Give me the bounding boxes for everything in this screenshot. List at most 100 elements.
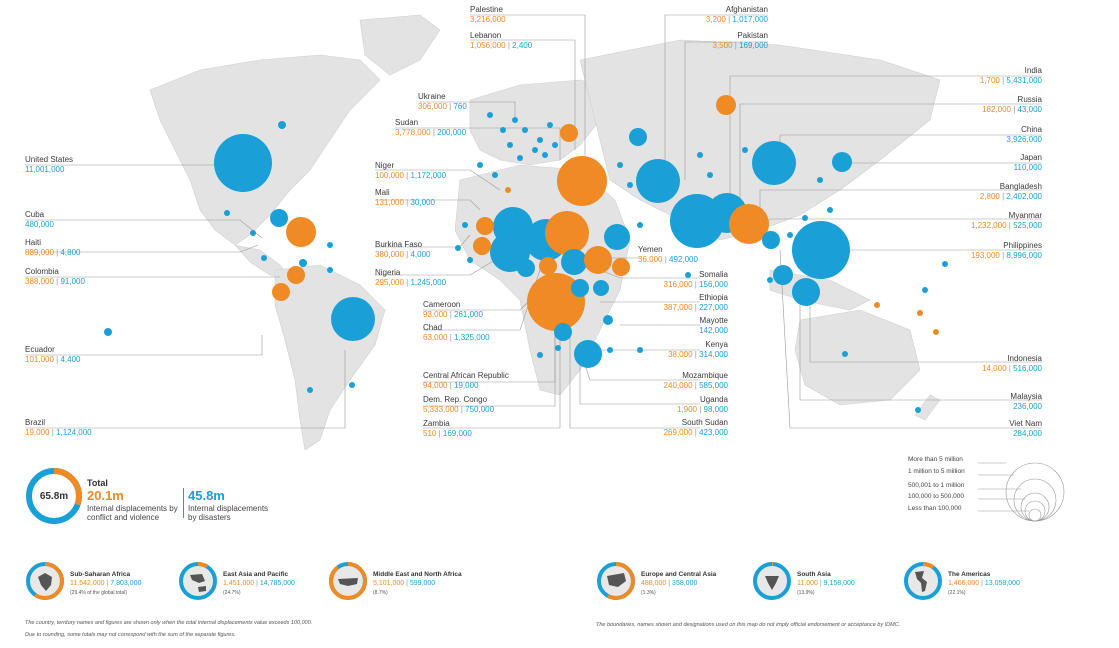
label-india: India 1,700 | 5,431,000 bbox=[979, 66, 1042, 85]
label-uganda: Uganda 1,900 | 98,000 bbox=[676, 395, 728, 414]
label-zambia: Zambia 510 | 169,000 bbox=[423, 419, 472, 438]
vietnam-circle bbox=[762, 231, 780, 249]
label-ethiopia: Ethiopia 387,000 | 227,000 bbox=[663, 293, 728, 312]
region-americas: The Americas 1,466,000 | 13,058,000 (22.… bbox=[903, 561, 1073, 605]
legend-item: 1 million to 5 million bbox=[908, 468, 965, 475]
region-donut bbox=[26, 562, 64, 600]
label-cameroon: Cameroon 93,000 | 261,000 bbox=[423, 300, 483, 319]
burkina-circle bbox=[473, 237, 491, 255]
label-indonesia: Indonesia 14,000 | 516,000 bbox=[982, 354, 1042, 373]
legend-item: 100,000 to 500,000 bbox=[908, 493, 965, 500]
label-southsudan: South Sudan 269,000 | 423,000 bbox=[663, 418, 728, 437]
region-share: (24.7%) bbox=[223, 590, 241, 596]
kenya-circle bbox=[593, 280, 609, 296]
region-donut bbox=[753, 562, 791, 600]
region-share: (22.1%) bbox=[948, 590, 966, 596]
region-share: (13.9%) bbox=[797, 590, 815, 596]
label-lebanon: Lebanon 1,056,000 | 2,400 bbox=[470, 31, 533, 50]
se-asia-land bbox=[769, 269, 871, 311]
total-donut-chart bbox=[26, 468, 82, 524]
label-myanmar: Myanmar 1,232,000 | 525,000 bbox=[970, 211, 1042, 230]
region-mena: Middle East and North Africa 5,101,000 |… bbox=[328, 561, 498, 605]
zambia-circle bbox=[554, 323, 572, 341]
region-donut bbox=[904, 562, 942, 600]
label-haiti: Haiti 889,000 | 4,800 bbox=[25, 238, 81, 257]
conflict-total: 20.1m bbox=[87, 488, 124, 503]
label-mayotte: Mayotte 142,000 bbox=[699, 316, 728, 335]
label-malaysia: Malaysia 236,000 bbox=[1010, 392, 1042, 411]
region-values: 5,101,000 | 599,000 bbox=[373, 580, 436, 587]
colombia-circle bbox=[287, 266, 305, 284]
label-afghanistan: Afghanistan 3,200 | 1,017,000 bbox=[705, 5, 768, 24]
region-eca: Europe and Central Asia 488,000 | 358,00… bbox=[596, 561, 756, 605]
region-name: Sub-Saharan Africa bbox=[70, 571, 131, 578]
uganda-circle bbox=[571, 279, 589, 297]
small-circles bbox=[104, 112, 948, 413]
region-values: 1,466,000 | 13,058,000 bbox=[948, 580, 1020, 587]
drc-circle bbox=[527, 273, 585, 331]
label-china: China 3,926,000 bbox=[1006, 125, 1042, 144]
car-circle bbox=[539, 257, 557, 275]
region-name: Europe and Central Asia bbox=[641, 571, 717, 578]
region-name: East Asia and Pacific bbox=[223, 571, 289, 578]
disaster-total: 45.8m bbox=[188, 488, 225, 503]
footnote-threshold: The country, territory names and figures… bbox=[25, 620, 313, 626]
label-cuba: Cuba 480,000 bbox=[25, 210, 54, 229]
region-share: (8.7%) bbox=[373, 590, 388, 596]
region-ssa: Sub-Saharan Africa 11,542,000 | 7,803,00… bbox=[25, 561, 195, 605]
conflict-description: Internal displacements by conflict and v… bbox=[87, 504, 178, 522]
label-mali: Mali 131,000 | 30,000 bbox=[375, 188, 435, 207]
label-colombia: Colombia 388,000 | 91,000 bbox=[25, 267, 85, 286]
somalia-circle bbox=[612, 258, 630, 276]
label-sudan: Sudan 3,778,000 | 200,000 bbox=[395, 118, 467, 137]
footnote-rounding: Due to rounding, some totals may not cor… bbox=[25, 632, 236, 638]
label-niger: Niger 100,000 | 1,172,000 bbox=[375, 161, 447, 180]
label-us: United States 11,001,000 bbox=[25, 155, 74, 174]
label-somalia: Somalia 316,000 | 156,000 bbox=[663, 270, 728, 289]
region-name: Middle East and North Africa bbox=[373, 571, 462, 578]
afghanistan-circle bbox=[636, 159, 680, 203]
legend-item: More than 5 million bbox=[908, 456, 963, 463]
malaysia-circle bbox=[773, 265, 793, 285]
total-title: Total bbox=[87, 478, 108, 488]
label-ecuador: Ecuador 101,000 | 4,400 bbox=[25, 345, 81, 364]
region-donut bbox=[329, 562, 367, 600]
china-circle bbox=[752, 141, 796, 185]
label-vietnam: Viet Nam 284,000 bbox=[1009, 419, 1042, 438]
label-chad: Chad 63,000 | 1,325,000 bbox=[423, 323, 490, 342]
label-car: Central African Republic 94,000 | 19,000 bbox=[423, 371, 509, 390]
mali-circle bbox=[476, 217, 494, 235]
label-bangladesh: Bangladesh 2,800 | 2,402,000 bbox=[979, 182, 1042, 201]
greenland-land bbox=[359, 14, 441, 76]
ethiopia-circle bbox=[584, 246, 612, 274]
indonesia-circle bbox=[792, 278, 820, 306]
label-russia: Russia 182,000 | 43,000 bbox=[982, 95, 1042, 114]
total-summary: 65.8m Total 20.1m Internal displacements… bbox=[24, 466, 324, 532]
divider bbox=[183, 488, 184, 518]
region-values: 11,542,000 | 7,803,000 bbox=[70, 580, 142, 587]
label-yemen: Yemen 36,000 | 492,000 bbox=[638, 245, 698, 264]
label-philippines: Philippines 193,000 | 8,996,000 bbox=[970, 241, 1042, 260]
label-burkina: Burkina Faso 380,000 | 4,000 bbox=[375, 240, 431, 259]
philippines-circle bbox=[792, 221, 850, 279]
myanmar-circle bbox=[729, 204, 769, 244]
ukraine-circle bbox=[560, 124, 578, 142]
label-japan: Japan 110,000 bbox=[1013, 153, 1042, 172]
total-value: 65.8m bbox=[39, 491, 69, 502]
label-mozambique: Mozambique 240,000 | 585,000 bbox=[663, 371, 728, 390]
label-kenya: Kenya 38,000 | 314,000 bbox=[668, 340, 728, 359]
mozambique-circle bbox=[574, 340, 602, 368]
legend-circles bbox=[978, 462, 1065, 522]
proportional-circles bbox=[214, 95, 852, 368]
us-circle bbox=[214, 134, 272, 192]
region-donut bbox=[179, 562, 217, 600]
legend-item: 500,001 to 1 million bbox=[908, 482, 965, 489]
region-share: (1.3%) bbox=[641, 590, 656, 596]
region-name: South Asia bbox=[797, 571, 831, 578]
region-eap: East Asia and Pacific 1,451,000 | 14,785… bbox=[178, 561, 348, 605]
footnote-disclaimer: The boundaries, names shown and designat… bbox=[596, 622, 901, 628]
cuba-circle bbox=[270, 209, 288, 227]
australia-land bbox=[794, 309, 921, 406]
label-nigeria: Nigeria 295,000 | 1,245,000 bbox=[375, 268, 447, 287]
